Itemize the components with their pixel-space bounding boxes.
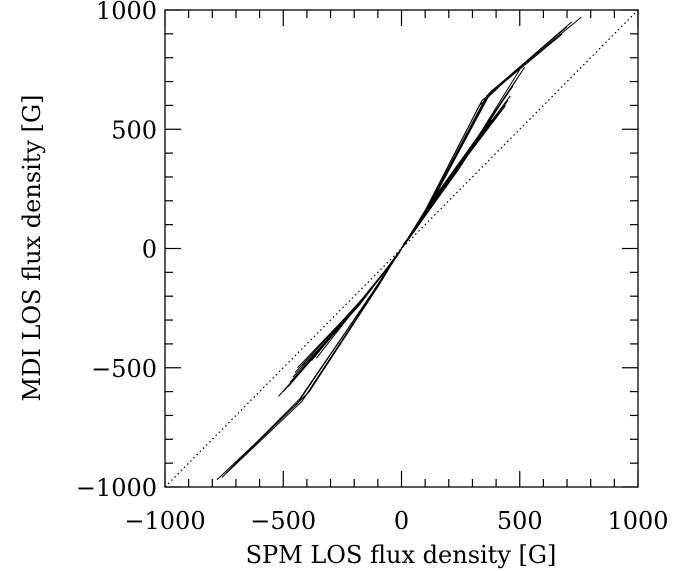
y-tick-label: 1000 — [96, 0, 157, 25]
series-line — [278, 66, 525, 397]
series-lines — [216, 16, 582, 481]
series-line — [287, 81, 516, 388]
x-tick-label: 500 — [497, 507, 543, 535]
y-tick-label: −1000 — [76, 474, 157, 502]
series-line — [235, 33, 563, 464]
y-tick-label: −500 — [91, 355, 157, 383]
y-tick-label: 0 — [142, 236, 157, 264]
series-line — [240, 66, 521, 459]
series-line — [226, 21, 573, 474]
x-tick-label: 0 — [394, 507, 409, 535]
y-tick-label: 500 — [111, 116, 157, 144]
x-tick-labels: −1000 −500 0 500 1000 — [124, 507, 668, 535]
x-tick-label: 1000 — [607, 507, 668, 535]
series-line — [282, 69, 521, 392]
series-line — [289, 86, 514, 383]
x-tick-label: −1000 — [124, 507, 205, 535]
y-tick-labels: −1000 −500 0 500 1000 — [76, 0, 157, 502]
ticks — [164, 9, 639, 488]
x-axis-label: SPM LOS flux density [G] — [246, 541, 557, 569]
x-tick-label: −500 — [250, 507, 316, 535]
series-line — [216, 16, 582, 481]
series-line — [221, 26, 568, 478]
y-axis-label: MDI LOS flux density [G] — [18, 95, 46, 402]
